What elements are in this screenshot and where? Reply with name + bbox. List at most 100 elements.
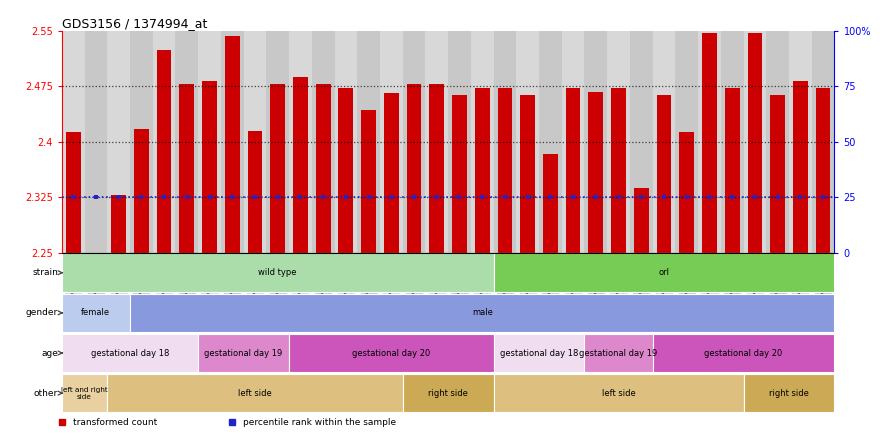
Bar bbox=[770, 95, 785, 253]
Bar bbox=[380, 31, 403, 253]
Bar bbox=[221, 31, 244, 253]
Bar bbox=[289, 31, 312, 253]
Text: GDS3156 / 1374994_at: GDS3156 / 1374994_at bbox=[62, 17, 208, 30]
Bar bbox=[247, 131, 262, 253]
Bar bbox=[426, 31, 449, 253]
Bar bbox=[585, 334, 653, 372]
Text: gestational day 20: gestational day 20 bbox=[352, 349, 430, 357]
Bar bbox=[494, 31, 517, 253]
Bar bbox=[585, 31, 608, 253]
Bar bbox=[748, 32, 762, 253]
Bar bbox=[566, 88, 580, 253]
Text: gender: gender bbox=[26, 309, 58, 317]
Bar bbox=[62, 254, 494, 292]
Text: male: male bbox=[472, 309, 493, 317]
Text: gestational day 19: gestational day 19 bbox=[579, 349, 658, 357]
Bar bbox=[361, 110, 376, 253]
Bar bbox=[202, 80, 217, 253]
Bar bbox=[198, 334, 289, 372]
Bar bbox=[62, 334, 198, 372]
Bar bbox=[543, 155, 558, 253]
Bar bbox=[429, 84, 444, 253]
Text: left and right
side: left and right side bbox=[61, 387, 108, 400]
Bar bbox=[811, 31, 834, 253]
Bar bbox=[198, 31, 221, 253]
Bar bbox=[653, 31, 675, 253]
Text: other: other bbox=[34, 388, 58, 398]
Bar bbox=[85, 31, 107, 253]
Bar bbox=[766, 31, 789, 253]
Bar bbox=[816, 88, 830, 253]
Bar bbox=[403, 31, 426, 253]
Text: female: female bbox=[81, 309, 110, 317]
Bar bbox=[679, 132, 694, 253]
Bar bbox=[653, 334, 834, 372]
Text: gestational day 18: gestational day 18 bbox=[500, 349, 578, 357]
Bar bbox=[244, 31, 267, 253]
Text: strain: strain bbox=[32, 268, 58, 277]
Bar bbox=[520, 95, 535, 253]
Text: gestational day 18: gestational day 18 bbox=[91, 349, 170, 357]
Bar bbox=[789, 31, 811, 253]
Bar bbox=[88, 253, 103, 276]
Bar bbox=[66, 132, 80, 253]
Bar bbox=[111, 195, 126, 253]
Bar bbox=[289, 334, 494, 372]
Text: percentile rank within the sample: percentile rank within the sample bbox=[244, 418, 396, 427]
Bar bbox=[517, 31, 539, 253]
Bar bbox=[130, 31, 153, 253]
Bar bbox=[176, 31, 198, 253]
Bar bbox=[588, 91, 603, 253]
Bar bbox=[452, 95, 467, 253]
Bar bbox=[338, 88, 353, 253]
Bar bbox=[62, 374, 107, 412]
Bar bbox=[608, 31, 630, 253]
Bar bbox=[267, 31, 289, 253]
Bar bbox=[497, 88, 512, 253]
Bar bbox=[62, 293, 130, 332]
Bar bbox=[407, 84, 421, 253]
Bar bbox=[494, 374, 743, 412]
Bar bbox=[721, 31, 743, 253]
Text: transformed count: transformed count bbox=[73, 418, 158, 427]
Text: orl: orl bbox=[659, 268, 669, 277]
Text: age: age bbox=[42, 349, 58, 357]
Text: gestational day 20: gestational day 20 bbox=[705, 349, 782, 357]
Bar bbox=[358, 31, 380, 253]
Bar bbox=[562, 31, 585, 253]
Bar bbox=[743, 374, 834, 412]
Bar bbox=[448, 31, 471, 253]
Bar bbox=[403, 374, 494, 412]
Bar bbox=[384, 93, 399, 253]
Bar bbox=[62, 31, 85, 253]
Bar bbox=[611, 88, 626, 253]
Text: right side: right side bbox=[428, 388, 468, 398]
Bar bbox=[156, 50, 171, 253]
Bar bbox=[657, 95, 671, 253]
Bar bbox=[630, 31, 653, 253]
Bar bbox=[698, 31, 721, 253]
Bar bbox=[743, 31, 766, 253]
Bar bbox=[494, 254, 834, 292]
Bar bbox=[312, 31, 335, 253]
Bar bbox=[475, 88, 489, 253]
Bar bbox=[270, 84, 285, 253]
Text: left side: left side bbox=[238, 388, 272, 398]
Bar bbox=[134, 129, 148, 253]
Bar bbox=[539, 31, 562, 253]
Bar bbox=[725, 88, 740, 253]
Text: wild type: wild type bbox=[259, 268, 297, 277]
Bar bbox=[107, 31, 130, 253]
Bar bbox=[702, 32, 717, 253]
Text: left side: left side bbox=[601, 388, 636, 398]
Bar bbox=[634, 188, 649, 253]
Text: gestational day 19: gestational day 19 bbox=[205, 349, 283, 357]
Bar bbox=[316, 84, 330, 253]
Bar bbox=[675, 31, 698, 253]
Bar bbox=[335, 31, 358, 253]
Text: right side: right side bbox=[769, 388, 809, 398]
Bar bbox=[494, 334, 585, 372]
Bar bbox=[225, 36, 239, 253]
Bar bbox=[793, 80, 808, 253]
Bar bbox=[471, 31, 494, 253]
